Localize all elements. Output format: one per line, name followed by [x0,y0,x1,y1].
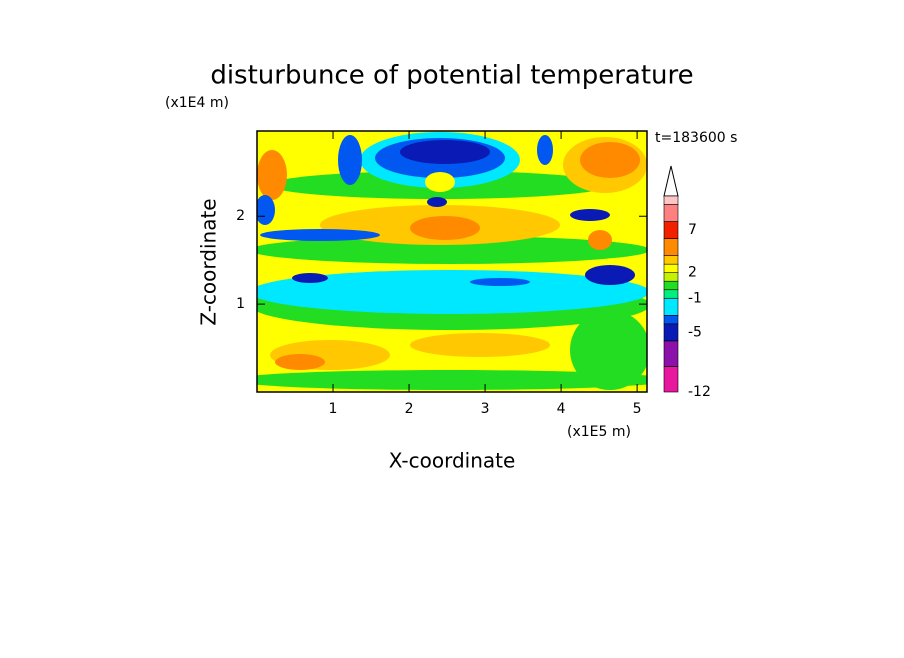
x-tick-label: 2 [405,401,414,417]
y-unit: (x1E4 m) [165,95,229,111]
x-tick-label: 4 [557,401,566,417]
colorbar-segment [663,272,679,282]
x-tick-label: 1 [329,401,338,417]
colorbar-segment [663,263,679,273]
contour-field [257,131,647,392]
colorbar-segment [663,204,679,222]
colorbar-segment [663,255,679,265]
colorbar-segment [663,221,679,239]
colorbar-label: -1 [688,290,702,306]
x-unit: (x1E5 m) [567,424,631,440]
x-tick-label: 3 [481,401,490,417]
colorbar-segment [663,280,679,291]
colorbar-segment [663,323,679,342]
colorbar-label: 7 [688,222,697,238]
colorbar-extend [663,165,679,197]
colorbar-segment [663,297,679,316]
colorbar-segment [663,366,679,393]
colorbar-segment [663,340,679,367]
colorbar-segment [663,195,679,205]
colorbar-label: -5 [688,324,702,340]
time-annotation: t=183600 s [655,130,737,146]
x-tick-label: 5 [633,401,642,417]
colorbar-segment [663,289,679,299]
colorbar-segment [663,315,679,325]
y-axis-label: Z-coordinate [197,198,221,325]
chart-title: disturbunce of potential temperature [210,61,693,91]
y-tick-label: 1 [236,296,245,312]
colorbar-segment [663,238,679,256]
x-axis-label: X-coordinate [389,449,516,473]
colorbar-label: 2 [688,265,697,281]
plot-frame [256,130,648,393]
y-tick-label: 2 [236,208,245,224]
colorbar-label: -12 [688,384,711,400]
